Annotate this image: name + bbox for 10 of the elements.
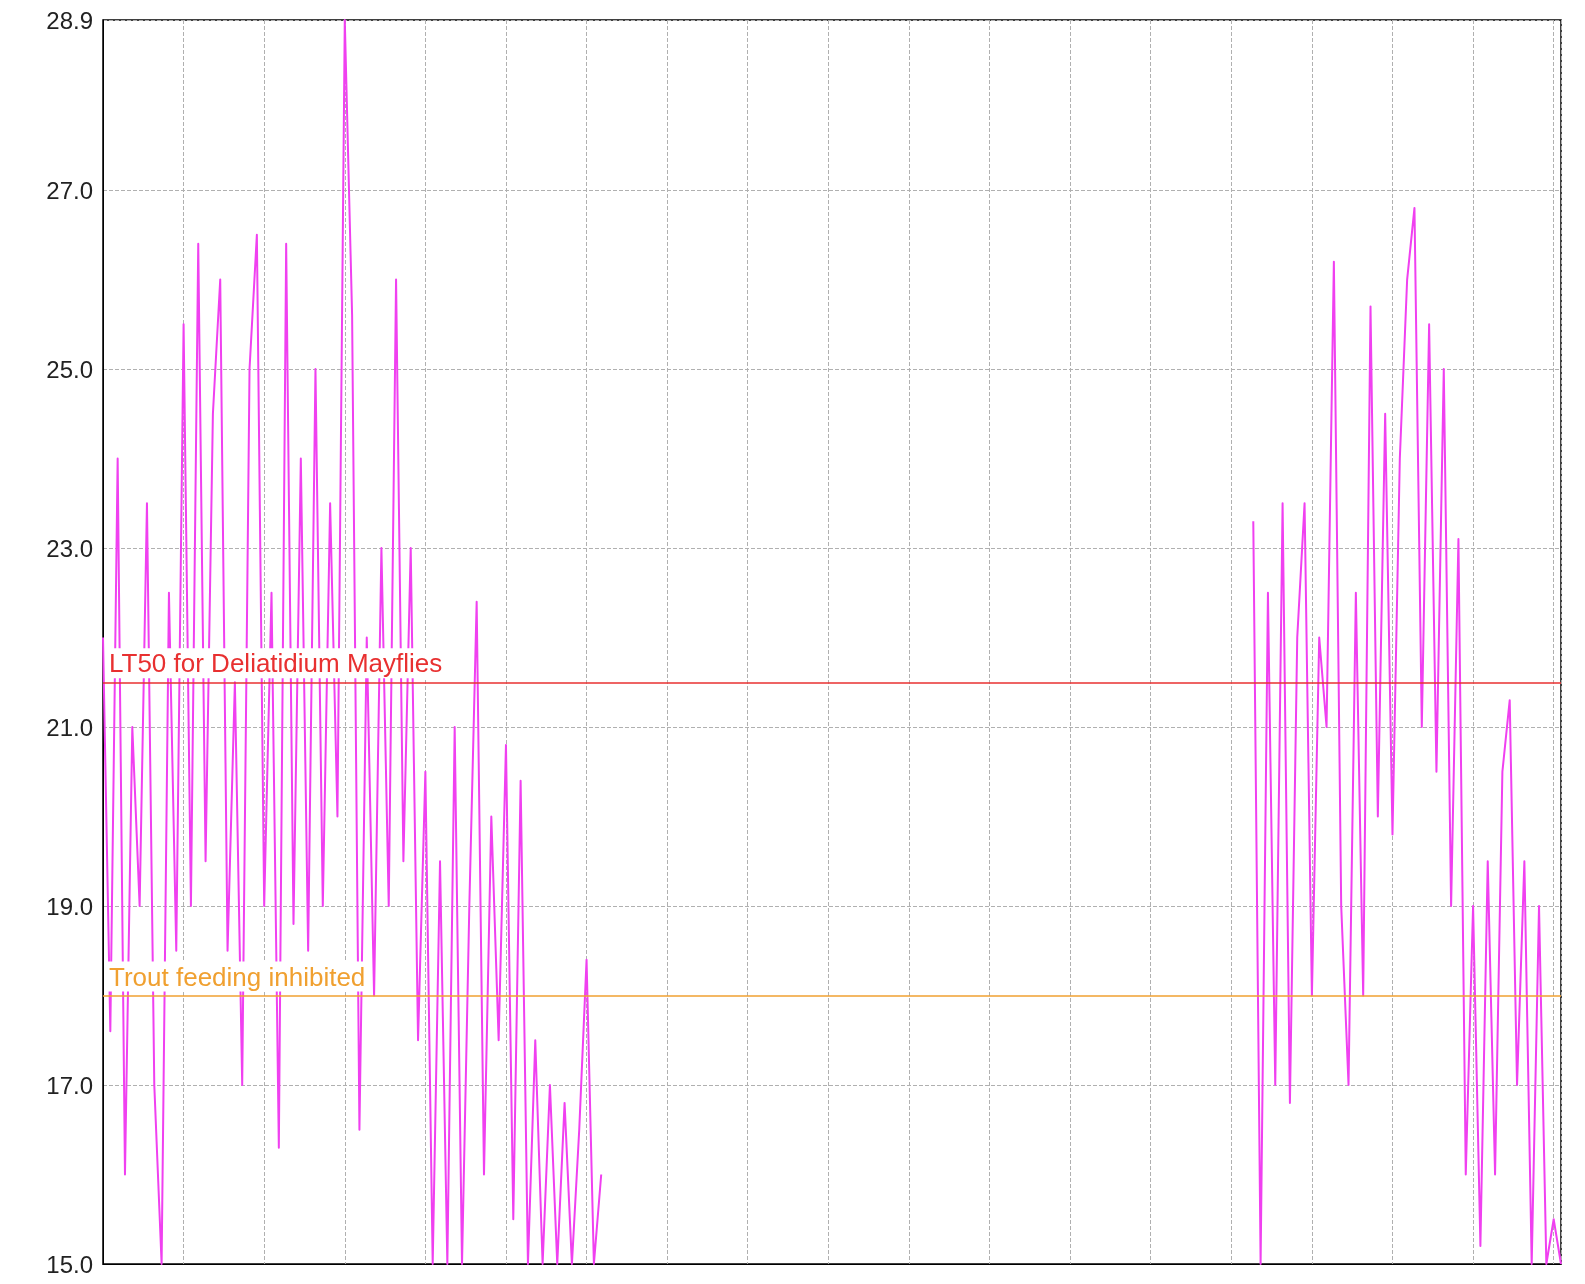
ref-line-label: Trout feeding inhibited xyxy=(109,961,366,992)
y-tick-label: 21.0 xyxy=(46,713,93,741)
y-tick-label: 23.0 xyxy=(46,534,93,562)
y-tick-label: 28.9 xyxy=(46,6,93,34)
y-tick-label: 15.0 xyxy=(46,1250,93,1278)
y-tick-label: 19.0 xyxy=(46,892,93,920)
y-tick-label: 27.0 xyxy=(46,176,93,204)
ref-line-label: LT50 for Deliatidium Mayflies xyxy=(109,648,443,679)
y-tick-label: 25.0 xyxy=(46,355,93,383)
y-tick-label: 17.0 xyxy=(46,1071,93,1099)
